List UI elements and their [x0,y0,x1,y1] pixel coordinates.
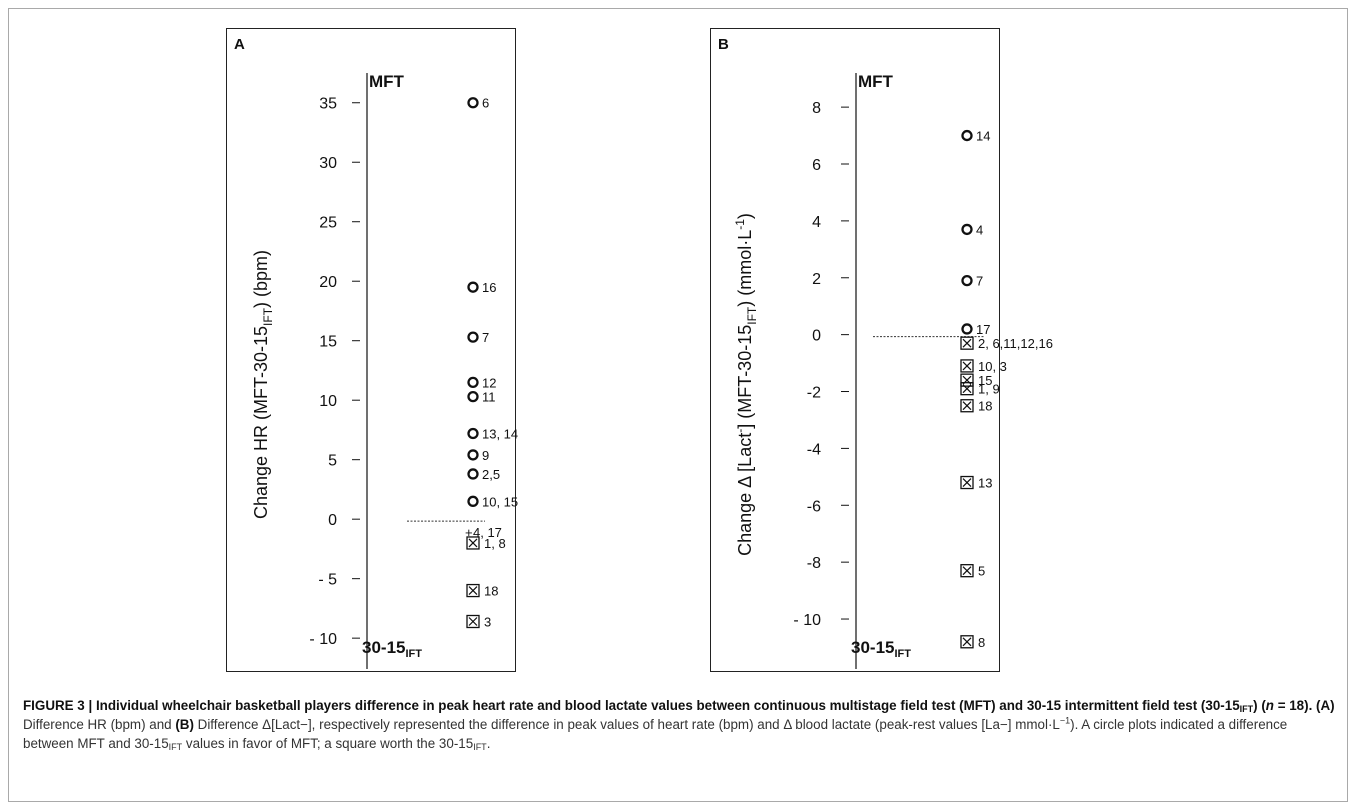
point-circle [467,390,479,403]
point-circle [467,427,479,440]
chart-a: A MFT 30-15IFT 35 30 25 20 15 10 5 0 - 5 - 10 Change … [234,36,518,669]
point-square-cross [962,637,972,647]
y-tick-label: -2 [807,385,821,402]
point-circle [961,274,973,287]
y-tick-label: 6 [812,157,821,174]
figure-frame [8,8,1348,802]
panel-label: A [234,36,245,53]
point-square-cross [962,478,972,487]
point-square [960,359,974,373]
y-tick-label: 5 [328,453,337,470]
bottom-label: 30-15IFT [362,638,422,660]
y-tick-label: 0 [812,328,821,345]
point-circle [467,281,479,293]
point-label: 4, 17 [473,525,502,540]
y-tick-label: 0 [328,512,337,529]
y-tick-label: -6 [807,498,821,515]
point-square [960,382,974,396]
point-label: 15 [978,373,992,388]
point-label: 1, 8 [484,536,506,551]
point-circle [467,97,479,109]
point-circle [467,449,479,461]
y-tick-label: 4 [812,214,821,231]
chart-b: B MFT 30-15IFT 8 6 4 2 0 -2 -4 -6 -8 - 10 Change Δ [L… [718,36,1053,669]
y-tick-label: - 10 [793,612,821,629]
panel-b: B MFT 30-15IFT 8 6 4 2 0 -2 -4 -6 -8 - 10 Change Δ [L… [710,28,1053,672]
top-label-mft: MFT [858,72,894,91]
bottom-label: 30-15IFT [851,638,911,660]
point-circle [467,468,479,480]
y-tick-label: - 10 [309,631,337,648]
y-tick-label: -8 [807,555,821,572]
point-label: 2, 6,11,12,16 [978,336,1053,351]
y-tick-label: 35 [319,96,337,113]
point-square-cross [468,617,478,626]
point-label: 18 [978,399,992,414]
y-tick-label: 2 [812,271,821,288]
point-label: 8 [978,635,985,650]
point-square [960,475,974,490]
y-tick-label: 15 [319,334,337,351]
point-label: 16 [482,280,496,295]
point-square-cross [962,361,972,371]
panel-a: A MFT 30-15IFT 35 30 25 20 15 10 5 0 - 5 - 10 Change … [226,28,518,672]
y-tick-label: 30 [319,155,337,172]
y-tick-label: 8 [812,100,821,117]
point-circle [961,323,973,335]
point-label: 12 [482,375,496,390]
point-label: 9 [482,448,489,463]
point-label: 7 [482,330,489,345]
panel-label: B [718,36,729,53]
point-circle [961,129,973,142]
point-square-cross [962,566,972,576]
point-label: 10, 3 [978,359,1007,374]
figure-caption: FIGURE 3 | Individual wheelchair basketb… [23,698,1335,752]
y-tick-label: - 5 [318,572,337,589]
point-label: 1, 9 [978,382,1000,397]
y-tick-label: 10 [319,393,337,410]
point-square [960,373,974,387]
point-square [960,564,974,578]
point-square-cross [468,586,478,595]
point-circle [467,376,479,388]
point-square-cross [962,338,972,348]
point-label: 10, 15 [482,494,518,509]
point-label: 4 [976,222,983,237]
point-label: 14 [976,129,990,144]
y-tick-label: 25 [319,215,337,232]
y-axis-label: Change HR (MFT-30-15IFT) (bpm) [251,250,275,519]
point-label: 7 [976,274,983,289]
point-label: 3 [484,614,491,629]
point-square [960,336,974,350]
point-label: 5 [978,564,985,579]
point-circle [961,223,973,236]
y-tick-label: 20 [319,274,337,291]
point-square-cross [962,401,972,411]
point-square [466,614,480,629]
point-square [466,583,480,598]
point-square-cross [962,384,972,394]
point-label: 13, 14 [482,427,518,442]
caption-part-a: Difference HR (bpm) and [23,717,176,732]
point-label: 2,5 [482,467,500,482]
point-square-cross [468,538,478,548]
point-square [960,635,974,649]
caption-part-b-label: (B) [175,717,194,732]
point-label: 17 [976,322,990,337]
point-label: 11 [482,390,496,405]
y-axis-label: Change Δ [Lact-] (MFT-30-15IFT) (mmol·L-… [733,213,759,556]
point-circle [467,495,479,507]
y-tick-label: -4 [807,441,821,458]
point-label: 6 [482,96,489,111]
caption-title: FIGURE 3 | Individual wheelchair basketb… [23,698,1335,714]
point-label: 13 [978,476,992,491]
top-label-mft: MFT [369,72,405,91]
caption-part-b: Difference Δ[Lact−], respectively repres… [193,717,1060,732]
point-square [466,536,480,550]
point-circle [467,331,479,343]
point-plus: + [465,525,473,540]
point-label: 18 [484,584,498,599]
point-square [960,399,974,413]
